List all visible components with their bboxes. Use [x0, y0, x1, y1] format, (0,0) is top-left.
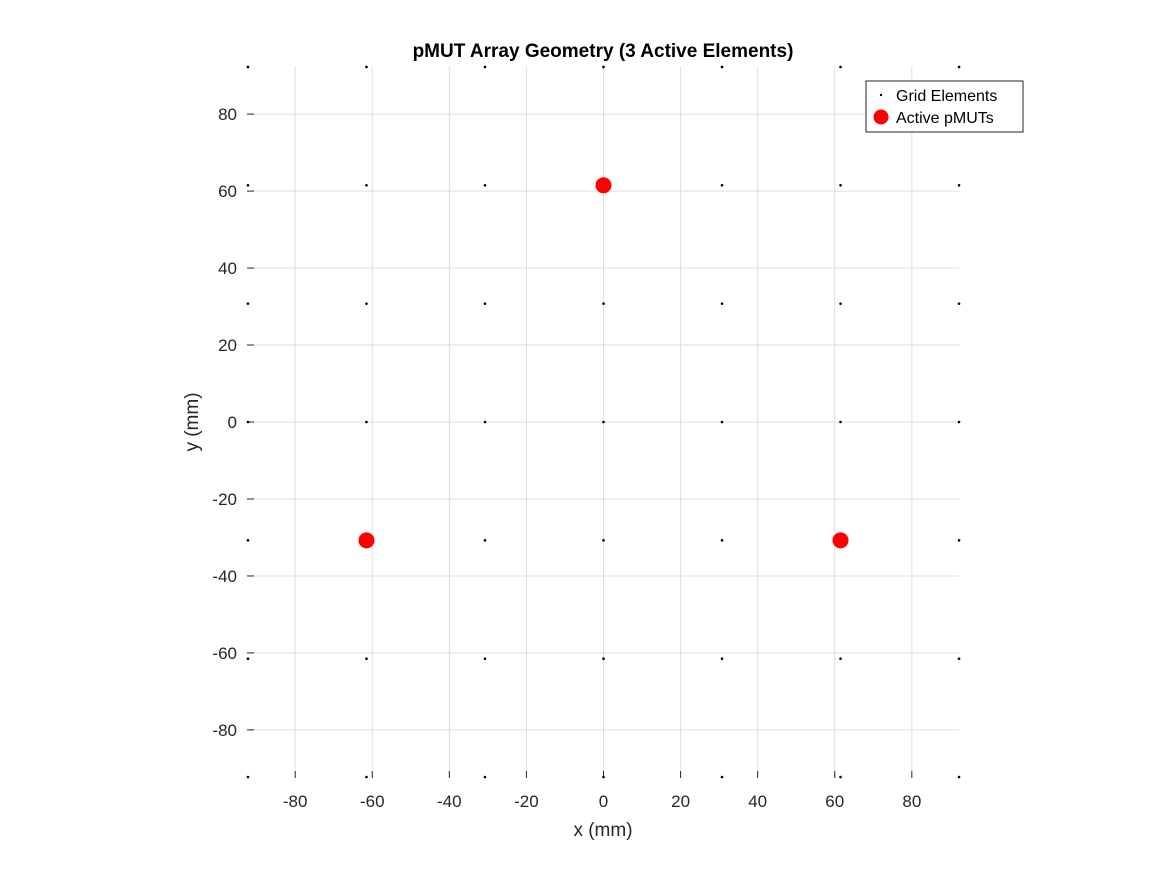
grid-element-point [720, 420, 724, 424]
grid-element-point [602, 65, 605, 69]
grid-element-point [246, 775, 250, 779]
grid-element-point [957, 657, 961, 660]
grid-element-point [246, 420, 250, 424]
x-tick-label: 80 [902, 792, 921, 811]
grid-element-point [720, 184, 724, 187]
x-tick-label: 40 [748, 792, 767, 811]
grid-element-point [720, 775, 724, 779]
grid-element-point [957, 302, 961, 305]
grid-element-point [957, 184, 961, 187]
grid-element-point [720, 302, 724, 305]
x-tick-label: -80 [283, 792, 308, 811]
x-tick-labels: -80 -60 -40 -20 0 20 40 60 80 [283, 792, 921, 811]
x-tick-label: -60 [360, 792, 385, 811]
grid-element-point [602, 302, 605, 305]
grid-element-point [246, 65, 250, 69]
grid-element-point [483, 65, 487, 69]
grid-element-point [602, 420, 605, 424]
grid-element-point [602, 775, 605, 779]
grid-element-point [246, 539, 250, 542]
y-tick-label: 60 [218, 182, 237, 201]
grid-element-point [365, 420, 368, 424]
chart-title: pMUT Array Geometry (3 Active Elements) [413, 41, 794, 62]
grid-element-point [365, 775, 368, 779]
x-tick-label: -20 [514, 792, 539, 811]
y-tick-label: 0 [228, 413, 237, 432]
x-tick-label: 20 [671, 792, 690, 811]
grid-element-point [365, 302, 368, 305]
y-axis-label: y (mm) [182, 392, 203, 451]
grid-element-point [839, 420, 842, 424]
active-pmut-point [358, 532, 375, 549]
grid-element-point [839, 65, 842, 69]
legend-label-grid-elements: Grid Elements [896, 88, 997, 105]
grid-element-point [483, 184, 487, 187]
grid-elements-series [246, 65, 961, 779]
grid-element-point [602, 657, 605, 660]
grid-element-point [365, 65, 368, 69]
legend: Grid Elements Active pMUTs [865, 80, 1024, 133]
grid-element-point [602, 539, 605, 542]
grid-element-point [365, 657, 368, 660]
grid-element-point [720, 657, 724, 660]
grid-element-point [483, 420, 487, 424]
grid-element-point [246, 657, 250, 660]
x-axis-label: x (mm) [573, 820, 632, 841]
grid-element-point [720, 65, 724, 69]
y-tick-label: 80 [218, 105, 237, 124]
axis-ticks [247, 113, 913, 778]
grid-element-point [957, 539, 961, 542]
grid-element-point [957, 65, 961, 69]
legend-box [865, 80, 1024, 133]
x-tick-label: -40 [437, 792, 462, 811]
y-tick-label: -60 [212, 644, 237, 663]
grid-element-point [483, 657, 487, 660]
grid-element-point [839, 302, 842, 305]
y-tick-label: -80 [212, 721, 237, 740]
grid-element-point [839, 657, 842, 660]
grid-element-point [720, 539, 724, 542]
y-tick-label: -20 [212, 490, 237, 509]
y-tick-label: -40 [212, 567, 237, 586]
y-tick-label: 20 [218, 336, 237, 355]
y-tick-label: 40 [218, 259, 237, 278]
x-tick-label: 60 [825, 792, 844, 811]
grid-element-point [365, 184, 368, 187]
grid-element-point [246, 302, 250, 305]
legend-label-active-pmuts: Active pMUTs [896, 110, 994, 127]
grid-element-point [246, 184, 250, 187]
active-pmut-point [832, 532, 849, 549]
grid-element-point [957, 420, 961, 424]
active-pmuts-series [358, 177, 849, 549]
grid-element-point [839, 184, 842, 187]
legend-marker-grid-elements [879, 93, 883, 97]
y-tick-labels: -80 -60 -40 -20 0 20 40 60 80 [212, 105, 237, 740]
active-pmut-point [595, 177, 612, 194]
legend-marker-active-pmuts [873, 109, 889, 125]
grid-element-point [839, 775, 842, 779]
x-tick-label: 0 [599, 792, 608, 811]
grid-element-point [483, 302, 487, 305]
grid-element-point [957, 775, 961, 779]
grid-element-point [483, 539, 487, 542]
grid-element-point [483, 775, 487, 779]
